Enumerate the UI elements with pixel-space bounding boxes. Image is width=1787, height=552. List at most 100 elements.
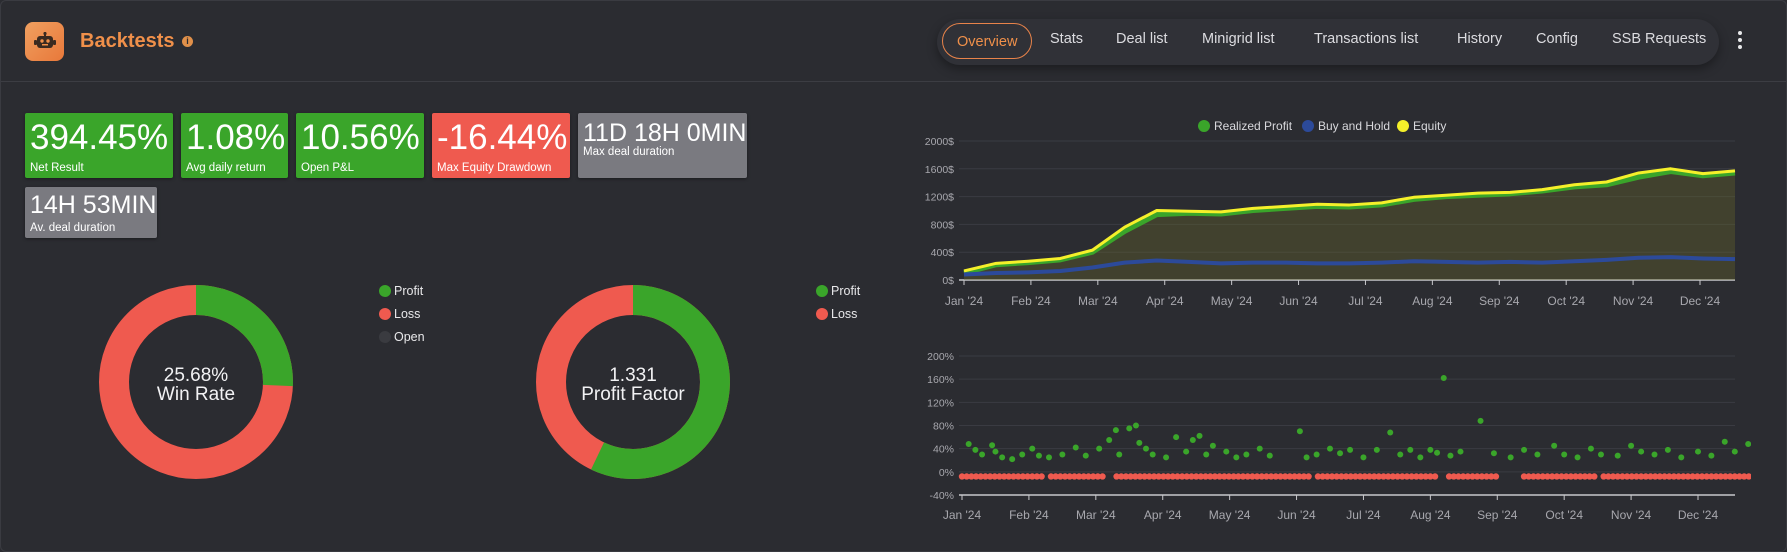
profit-point [1035,452,1042,459]
profit-factor-center: 1.331 Profit Factor [553,366,713,404]
legend-label: Loss [394,307,421,321]
win-rate-legend-open[interactable]: Open [379,330,425,344]
loss-point [1731,473,1738,480]
x-tick-label: Mar '24 [1078,294,1118,308]
header: Backtests i Overview Stats Deal list Min… [1,1,1786,82]
legend-dot [816,285,828,297]
loss-point [1445,473,1453,480]
profit-point [1731,448,1738,455]
legend-label: Profit [831,284,861,298]
equity-chart: Realized Profit Buy and Hold Equity 0$ 400$ 8… [925,119,1736,308]
profit-point [1628,442,1635,449]
loss-point [1408,473,1415,480]
loss-point [1459,473,1467,480]
loss-point [1572,473,1579,480]
loss-point [1717,473,1724,480]
profit-point [1440,375,1447,382]
stat-open-pnl: 10.56% Open P&L [296,113,424,178]
loss-point [1680,473,1687,480]
loss-point [1417,473,1425,480]
tab-history[interactable]: History [1457,31,1503,47]
loss-point [1684,473,1692,480]
profit-point [1521,446,1528,453]
loss-point [968,473,975,480]
stat-value: 394.45% [30,118,169,157]
win-rate-legend-profit[interactable]: Profit [379,284,423,298]
profit-point [992,448,999,455]
profit-point [1112,427,1119,434]
loss-point [1024,473,1031,480]
loss-point [1127,473,1134,480]
more-options-icon[interactable] [1737,31,1743,51]
x-tick-label: Oct '24 [1545,508,1583,522]
tab-stats[interactable]: Stats [1050,31,1084,47]
y-tick-label: 400$ [931,247,955,259]
profit-point [1387,429,1394,436]
loss-point [1164,473,1172,480]
profit-point [1695,448,1701,455]
loss-point [1422,473,1429,480]
deal-scatter-chart: -40% 0% 40% 80% 120% 160% 200% Jan '24 Feb '24 Ma… [927,351,1751,522]
loss-point [1160,473,1167,480]
profit-point [1149,451,1156,458]
x-tick-label: Dec '24 [1680,294,1721,308]
y-tick-label: 0% [939,467,954,479]
y-tick-label: 80% [933,421,954,433]
loss-point [1455,473,1462,480]
loss-point [958,473,966,480]
loss-point [1712,473,1720,480]
profit-factor-legend-loss[interactable]: Loss [816,307,857,321]
legend-dot-buy-and-hold [1302,120,1314,132]
stat-avg-deal-duration: 14H 53MIN Av. deal duration [25,187,157,238]
loss-point [1085,473,1092,480]
loss-point [1666,473,1673,480]
profit-point [1126,425,1133,432]
tab-config[interactable]: Config [1536,31,1578,47]
loss-point [1544,473,1551,480]
profit-factor-legend-profit[interactable]: Profit [816,284,860,298]
loss-point [1661,473,1668,480]
tab-transactions-list[interactable]: Transactions list [1314,31,1419,47]
y-tick-label: 0$ [942,275,954,287]
loss-point [1375,473,1383,480]
loss-point [1675,473,1682,480]
loss-point [1047,473,1055,480]
loss-point [1272,473,1280,480]
stat-net-result: 394.45% Net Result [25,113,173,178]
profit-point [1203,451,1210,458]
loss-point [1291,473,1298,480]
y-tick-label: 800$ [931,219,955,231]
info-icon[interactable]: i [182,36,193,47]
x-tick-label: Feb '24 [1011,294,1051,308]
stat-label: Av. deal duration [30,222,116,234]
legend-label: Profit [394,284,424,298]
loss-point [1553,473,1561,480]
tab-deal-list[interactable]: Deal list [1116,31,1168,47]
loss-point [1427,473,1434,480]
win-rate-legend-loss[interactable]: Loss [379,307,420,321]
profit-point [1561,451,1568,458]
loss-point [1146,473,1153,480]
profit-point [1638,448,1645,455]
profit-point [1303,454,1310,461]
x-tick-label: Apr '24 [1144,508,1182,522]
tab-ssb-requests[interactable]: SSB Requests [1612,31,1707,47]
tab-overview[interactable]: Overview [942,23,1033,59]
loss-point [1651,473,1659,480]
loss-point [1347,473,1354,480]
profit-point [999,454,1006,461]
profit-point [1327,445,1333,452]
tab-minigrid-list[interactable]: Minigrid list [1202,31,1275,47]
profit-point [1029,445,1036,452]
loss-point [1015,473,1022,480]
loss-point [1141,473,1148,480]
profit-point [1296,428,1303,435]
y-tick-label: -40% [929,490,954,502]
loss-point [1520,473,1528,480]
loss-point [1052,473,1059,480]
loss-point [1267,473,1275,480]
legend-dot-realized-profit [1198,120,1210,132]
profit-point [1574,454,1581,461]
loss-point [1155,473,1162,480]
stat-value: -16.44% [437,118,568,157]
